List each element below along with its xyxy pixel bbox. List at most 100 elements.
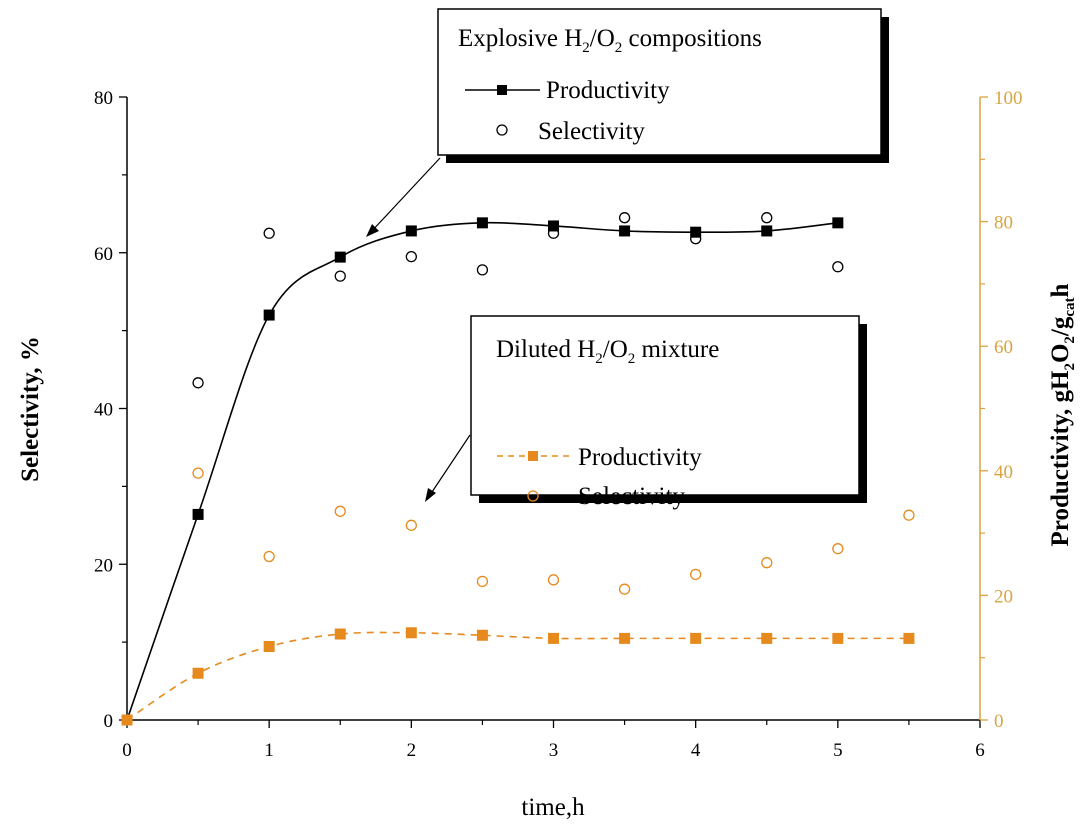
right-y-tick-label: 0 (994, 711, 1004, 732)
explosive-selectivity-point (192, 377, 204, 389)
explosive-productivity-point (263, 309, 275, 321)
x-axis-label: time,h (521, 794, 585, 821)
legend-diluted-title-sub1: 2 (595, 351, 603, 367)
explosive-selectivity-point (690, 233, 702, 245)
left-y-tick-label: 80 (94, 88, 113, 109)
diluted-productivity-point (263, 640, 275, 652)
right-y-tick-label: 60 (994, 337, 1013, 358)
left-y-tick-label: 0 (104, 711, 114, 732)
legend-explosive-title-sub1: 2 (582, 40, 590, 56)
legend-diluted-selectivity-label: Selectivity (578, 483, 685, 510)
right-y-tick-label: 20 (994, 586, 1013, 607)
left-y-axis-label: Selectivity, % (17, 336, 44, 482)
diluted-productivity-point (832, 632, 844, 644)
x-tick-label: 5 (833, 740, 843, 761)
x-tick-label: 4 (691, 740, 701, 761)
diluted-productivity-point (121, 714, 133, 726)
diluted-productivity-point (405, 627, 417, 639)
x-tick-label: 6 (975, 740, 985, 761)
x-tick-label: 2 (407, 740, 417, 761)
legend-diluted-title: Diluted H2/O2 mixture (496, 336, 719, 367)
explosive-productivity-point (690, 226, 702, 238)
x-tick-label: 1 (264, 740, 274, 761)
diluted-selectivity-point (334, 505, 346, 517)
diluted-selectivity-point (903, 509, 915, 521)
right-y-tick-label: 80 (994, 213, 1013, 234)
legend-diluted-title-post: mixture (635, 336, 719, 363)
legend-explosive-productivity-label: Productivity (546, 77, 670, 104)
arrow-to-diluted-curve (427, 434, 471, 499)
legend-explosive-title-mid: /O (590, 25, 615, 52)
explosive-productivity-point (832, 217, 844, 229)
explosive-selectivity-point (547, 227, 560, 239)
explosive-selectivity-point (832, 261, 844, 273)
explosive-productivity-point (761, 225, 773, 237)
arrow-to-diluted-curve-head (425, 488, 436, 502)
legend-diluted-productivity-label: Productivity (578, 444, 702, 471)
diluted-productivity-line (126, 631, 909, 721)
diluted-selectivity-point (547, 574, 560, 586)
explosive-selectivity-point (476, 264, 489, 276)
arrow-to-explosive-curve-head (366, 224, 379, 237)
legend-arrows (366, 157, 471, 502)
legend-diluted-productivity-marker (528, 451, 538, 461)
diluted-selectivity-point (832, 543, 844, 555)
legend-diluted-selectivity-marker (527, 490, 539, 502)
legend-explosive: Explosive H2/O2 compositions Productivit… (437, 8, 889, 163)
diluted-productivity-point (548, 632, 559, 644)
legend-explosive-box (437, 8, 882, 156)
explosive-productivity-point (192, 508, 204, 520)
explosive-selectivity-point (405, 250, 417, 263)
explosive-selectivity-point (334, 270, 346, 282)
right-y-axis-label-mid: O (1047, 344, 1074, 363)
diluted-productivity-point (690, 632, 702, 644)
diluted-selectivity-point (761, 557, 773, 569)
x-tick-label: 0 (122, 740, 132, 761)
diluted-selectivity-point (690, 568, 702, 581)
right-y-axis-label-sub2: 2 (1062, 336, 1078, 344)
diluted-selectivity-point (405, 519, 417, 531)
left-y-tick-label: 60 (94, 244, 113, 265)
diluted-productivity-point (761, 632, 773, 644)
legend-explosive-productivity-marker (497, 85, 507, 95)
explosive-selectivity-point (761, 212, 773, 224)
legend-explosive-selectivity-label: Selectivity (538, 118, 645, 145)
explosive-productivity-point (548, 220, 559, 232)
legend-explosive-title-pre: Explosive H (458, 25, 582, 52)
right-y-axis-label-slash: /g (1047, 316, 1074, 337)
diluted-selectivity-point (476, 575, 489, 588)
series-markers-layer (121, 212, 915, 726)
diluted-productivity-point (192, 667, 204, 679)
diluted-productivity-point (476, 629, 488, 641)
explosive-productivity-point (619, 225, 631, 237)
right-y-axis-label-end: h (1047, 283, 1074, 297)
right-y-axis-label-main: Productivity, gH (1047, 370, 1074, 546)
diluted-selectivity-point (263, 550, 275, 563)
right-y-tick-label: 100 (994, 88, 1023, 109)
legend-diluted-box (470, 315, 860, 496)
left-y-tick-label: 20 (94, 555, 113, 576)
arrow-to-explosive-curve (369, 157, 441, 234)
explosive-selectivity-point (618, 212, 631, 224)
explosive-productivity-point (334, 251, 346, 263)
left-y-tick-label: 40 (94, 400, 113, 421)
right-y-tick-label: 40 (994, 462, 1013, 483)
x-tick-label: 3 (549, 740, 559, 761)
legend-diluted: Diluted H2/O2 mixture Productivity Selec… (470, 315, 867, 510)
explosive-selectivity-point (263, 227, 275, 239)
diluted-selectivity-point (192, 467, 204, 479)
legend-diluted-title-sub2: 2 (628, 351, 636, 367)
diluted-selectivity-point (618, 583, 631, 595)
diluted-productivity-point (619, 632, 631, 644)
legend-explosive-title-sub2: 2 (615, 40, 623, 56)
diluted-productivity-point (903, 632, 915, 644)
legend-diluted-title-mid: /O (603, 336, 628, 363)
right-y-axis-label-sub3: cat (1062, 297, 1078, 316)
explosive-productivity-point (476, 217, 488, 229)
legend-explosive-selectivity-marker (496, 124, 508, 136)
legend-explosive-title: Explosive H2/O2 compositions (458, 25, 762, 56)
legend-explosive-title-post: compositions (622, 25, 762, 52)
legend-diluted-title-pre: Diluted H (496, 336, 595, 363)
